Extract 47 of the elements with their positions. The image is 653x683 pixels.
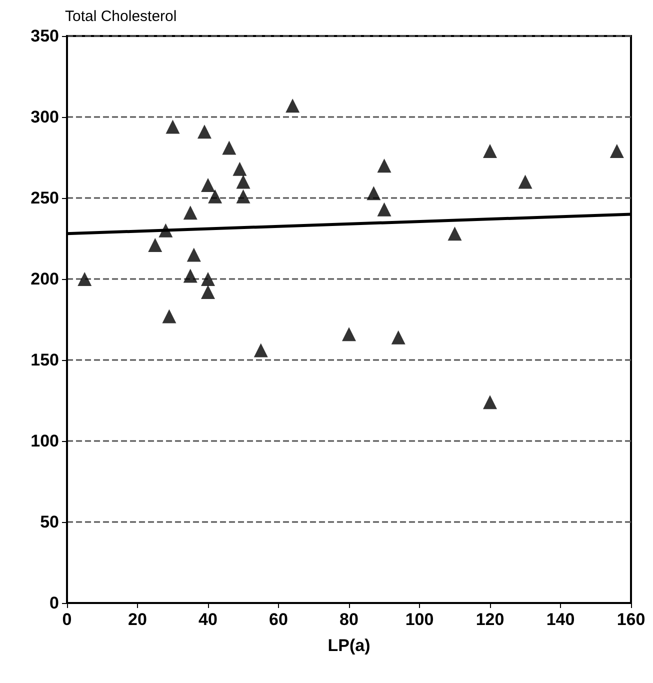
x-tick-label: 20	[128, 610, 147, 629]
point	[208, 189, 222, 204]
point	[518, 174, 532, 189]
x-tick-label: 60	[269, 610, 288, 629]
point	[222, 140, 236, 155]
point	[236, 189, 250, 204]
x-axis-title: LP(a)	[328, 636, 370, 655]
point	[183, 268, 198, 283]
point	[166, 120, 180, 134]
x-tick-label: 140	[546, 610, 575, 629]
x-tick-label: 80	[340, 610, 358, 629]
x-tick-label: 160	[616, 610, 646, 629]
point	[148, 238, 162, 252]
y-tick-label: 350	[30, 26, 59, 46]
point	[366, 186, 381, 200]
x-tick-label: 40	[198, 610, 218, 629]
y-tick-label: 0	[50, 594, 59, 612]
point	[201, 272, 215, 286]
point	[254, 343, 268, 358]
point	[610, 144, 624, 158]
y-tick-label: 250	[30, 188, 59, 208]
y-tick-label: 100	[30, 432, 59, 450]
point	[391, 330, 406, 344]
point	[483, 144, 497, 158]
point	[183, 206, 198, 220]
point	[78, 272, 92, 286]
point	[377, 158, 392, 173]
point	[201, 178, 215, 192]
point	[448, 226, 462, 241]
point	[201, 284, 215, 299]
y-tick-label: 300	[30, 108, 59, 126]
y-tick-label: 200	[30, 270, 59, 288]
x-tick-label: 0	[62, 610, 72, 629]
point	[377, 202, 392, 216]
y-tick-label: 50	[40, 512, 59, 532]
y-axis-title: Total Cholesterol	[65, 8, 177, 25]
point	[162, 309, 176, 324]
point	[197, 124, 212, 139]
point	[232, 162, 247, 176]
x-tick-label: 100	[405, 610, 434, 629]
point	[342, 327, 356, 342]
point	[483, 395, 497, 410]
point	[236, 174, 250, 189]
x-tick-label: 120	[476, 610, 504, 629]
y-tick-label: 150	[30, 350, 59, 370]
point	[286, 98, 300, 113]
point	[186, 248, 201, 262]
